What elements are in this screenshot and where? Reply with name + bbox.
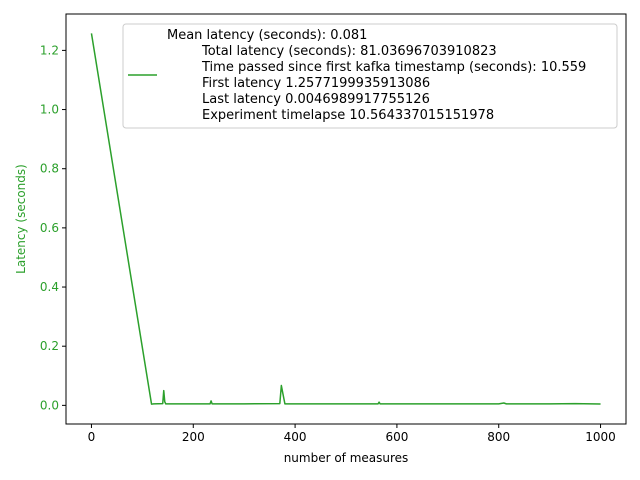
y-axis-ticks: 0.0 0.2 0.4 0.6 0.8 1.0 1.2 — [40, 43, 66, 412]
legend-line-experiment-timelapse: Experiment timelapse 10.564337015151978 — [202, 108, 494, 123]
legend-line-mean-latency: Mean latency (seconds): 0.081 — [167, 28, 367, 43]
legend: Mean latency (seconds): 0.081 Total late… — [122, 23, 618, 129]
legend-box — [122, 23, 618, 129]
y-tick-label: 0.6 — [40, 221, 59, 235]
x-tick-label: 600 — [385, 430, 408, 444]
x-tick-label: 0 — [88, 430, 96, 444]
x-tick-label: 400 — [284, 430, 307, 444]
y-tick-label: 1.2 — [40, 43, 59, 57]
latency-series-line — [90, 33, 601, 405]
series-layer — [90, 33, 601, 405]
x-axis-ticks: 0 200 400 600 800 1000 — [88, 424, 616, 444]
y-axis-label: Latency (seconds) — [14, 164, 28, 274]
legend-line-first-latency: First latency 1.2577199935913086 — [202, 76, 430, 91]
x-axis-label: number of measures — [284, 451, 409, 465]
legend-line-time-passed: Time passed since first kafka timestamp … — [201, 60, 586, 75]
legend-line-total-latency: Total latency (seconds): 81.036967039108… — [201, 44, 497, 59]
x-tick-label: 1000 — [585, 430, 616, 444]
y-tick-label: 0.4 — [40, 280, 59, 294]
y-tick-label: 0.8 — [40, 162, 59, 176]
y-tick-label: 1.0 — [40, 103, 59, 117]
x-tick-label: 800 — [487, 430, 510, 444]
y-tick-label: 0.0 — [40, 398, 59, 412]
x-tick-label: 200 — [182, 430, 205, 444]
legend-line-last-latency: Last latency 0.0046989917755126 — [202, 92, 430, 107]
y-tick-label: 0.2 — [40, 339, 59, 353]
axes-frame — [65, 13, 627, 425]
